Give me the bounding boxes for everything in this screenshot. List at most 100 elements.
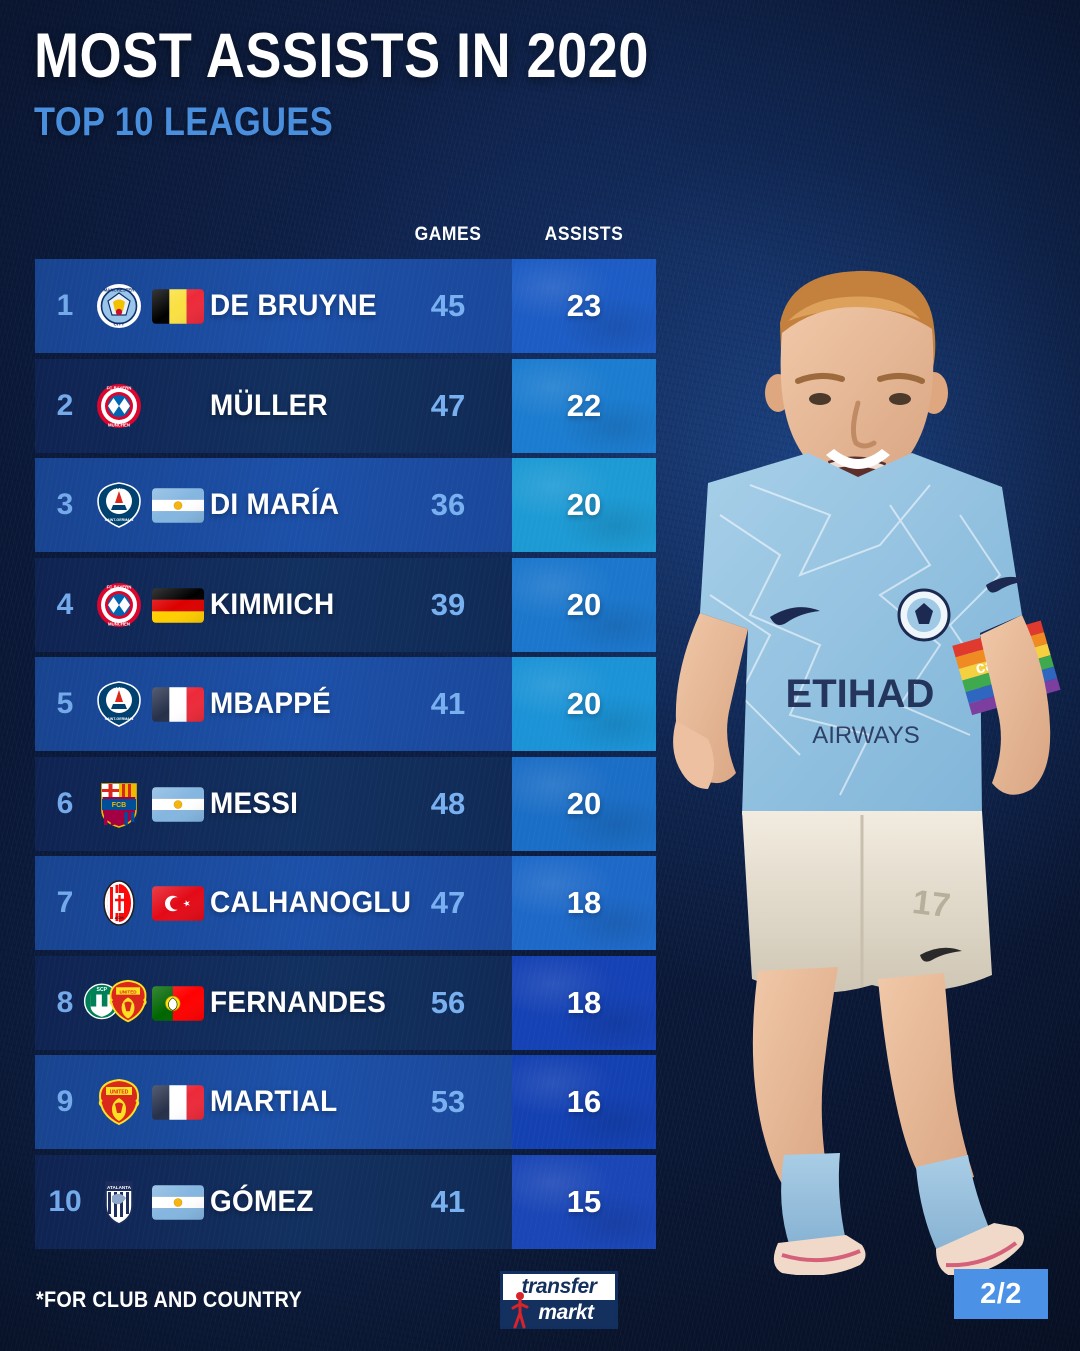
assists-value: 22 [566,387,602,423]
argentina-flag [152,786,204,822]
svg-text:PARIS: PARIS [112,684,126,689]
svg-text:ETIHAD: ETIHAD [786,672,935,716]
player-name: DE BRUYNE [210,289,377,322]
assists-tile [512,259,656,353]
rank-number: 9 [56,1085,74,1118]
player-photo-de-bruyne: ETIHAD AIRWAYS captain 17 [673,270,1061,1275]
games-value: 45 [430,288,466,323]
table-row[interactable]: 10 ATALANTA GÓMEZ 41 15 [0,1152,1080,1252]
player-name: KIMMICH [210,587,335,621]
sporting-manutd-crests: SCP UNITED [83,979,147,1022]
psg-crest: PARIS SAINT-GERMAIN [97,681,141,727]
psg-crest: PARIS SAINT-GERMAIN [97,482,141,528]
france-flag [152,1085,204,1120]
argentina-flag [152,488,204,523]
table-row[interactable]: 4 FC BAYERN MÜNCHEN KIMMICH 39 20 [0,555,1080,655]
rank-number: 10 [48,1184,82,1218]
table-row[interactable]: 2 FC BAYERN MÜNCHEN MÜLLER 47 22 [0,356,1080,456]
assists-tile [512,358,656,453]
svg-text:PARIS: PARIS [112,485,126,490]
games-value: 36 [430,487,466,522]
table-row[interactable]: 1 MANCHESTER CITY DE BRUYNE 45 23 [0,256,1080,356]
player-name: GÓMEZ [210,1184,314,1218]
argentina-flag [152,1184,204,1220]
psg-crest: PARIS SAINT-GERMAIN [82,680,156,728]
assists-tile [512,955,656,1050]
table-row[interactable]: 9 UNITED MARTIAL 53 16 [0,1052,1080,1152]
player-name: MBAPPÉ [210,687,332,720]
transfermarkt-logo: transfer markt [500,1271,618,1329]
svg-text:FCB: FCB [112,802,126,809]
games-value: 53 [430,1084,466,1119]
player-name: MÜLLER [210,388,328,422]
ac-milan-crest: ACM [103,880,135,926]
belgium-flag [152,289,204,324]
svg-text:17: 17 [910,883,952,925]
assists-value: 20 [566,487,602,522]
player-name: DI MARÍA [210,488,340,521]
man-utd-crest: UNITED [82,1078,156,1126]
man-utd-crest: UNITED [98,1078,140,1126]
player-name: MARTIAL [210,1085,338,1118]
player-name: MESSI [210,786,299,820]
assists-tile [512,657,656,751]
rank-number: 2 [56,388,74,422]
bayern-crest: FC BAYERN MÜNCHEN [97,582,141,627]
rank-number: 7 [56,886,74,919]
table-row[interactable]: 3 PARIS SAINT-GERMAIN DI MARÍA 36 20 [0,455,1080,555]
table-row[interactable]: 8 SCP UNITED FERNANDES 56 18 [0,953,1080,1053]
rank-number: 6 [56,786,74,820]
column-header-assists: ASSISTS [544,224,624,245]
sporting-manutd-crests: SCP UNITED [82,979,156,1027]
turkey-flag [152,886,204,921]
psg-crest: PARIS SAINT-GERMAIN [82,481,156,529]
svg-text:SAINT-GERMAIN: SAINT-GERMAIN [105,518,134,522]
games-value: 41 [430,1183,466,1219]
assists-value: 18 [566,885,602,920]
footer: *FOR CLUB AND COUNTRY transfer markt 2/2 [0,1255,1080,1351]
logo-runner-icon [511,1292,529,1329]
rank-number: 4 [56,587,74,621]
games-value: 39 [430,586,466,622]
svg-text:MÜNCHEN: MÜNCHEN [108,621,130,626]
games-value: 41 [430,686,466,721]
man-city-crest: MANCHESTER CITY [97,284,141,328]
table-row[interactable]: 5 PARIS SAINT-GERMAIN MBAPPÉ 41 20 [0,654,1080,754]
assists-value: 23 [566,288,602,323]
svg-text:MANCHESTER: MANCHESTER [104,288,136,293]
assists-value: 20 [566,586,602,622]
barcelona-crest: FCB [101,782,137,828]
page-subtitle: TOP 10 LEAGUES [34,100,334,145]
bayern-crest: FC BAYERN MÜNCHEN [97,383,141,428]
games-value: 48 [430,785,466,821]
svg-text:FC BAYERN: FC BAYERN [107,385,132,390]
column-header-games: GAMES [414,224,482,245]
assists-tile [512,557,656,652]
rank-number: 5 [56,687,74,720]
france-flag [152,1085,204,1120]
argentina-flag [152,488,204,523]
assists-value: 20 [566,785,602,821]
table-row[interactable]: 6 FCB MESSI 48 20 [0,754,1080,854]
assists-tile [512,1055,656,1149]
rank-number: 3 [56,488,74,521]
belgium-flag [152,289,204,324]
ac-milan-crest: ACM [82,879,156,927]
atalanta-crest: ATALANTA [82,1178,156,1226]
svg-text:UNITED: UNITED [110,1090,129,1096]
ranking-table: 1 MANCHESTER CITY DE BRUYNE 45 23 2 FC BAYERN MÜ… [0,256,1080,1251]
svg-text:AIRWAYS: AIRWAYS [812,722,920,749]
player-name: CALHANOGLU [210,886,412,919]
svg-text:FC BAYERN: FC BAYERN [107,584,132,589]
page-title: MOST ASSISTS IN 2020 [34,21,649,91]
assists-tile [512,458,656,552]
table-row[interactable]: 7 ACM CALHANOGLU 47 18 [0,853,1080,953]
bayern-crest: FC BAYERN MÜNCHEN [82,581,156,629]
row-bar [35,358,512,453]
rank-number: 1 [56,289,74,322]
games-value: 47 [430,387,466,423]
france-flag [152,687,204,722]
svg-text:CITY: CITY [114,322,126,328]
svg-text:ATALANTA: ATALANTA [107,1185,132,1190]
row-bar [35,657,512,751]
